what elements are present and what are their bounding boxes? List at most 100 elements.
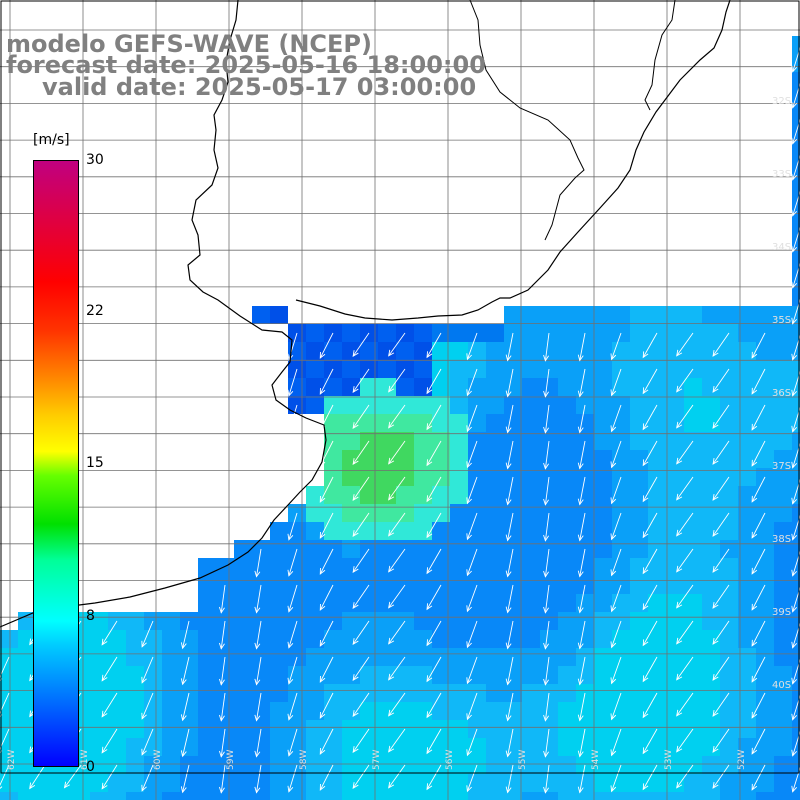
wind-cell: [774, 612, 792, 630]
wind-cell: [774, 540, 792, 558]
wind-cell: [378, 342, 396, 360]
wind-cell: [216, 738, 234, 756]
wind-cell: [648, 666, 666, 684]
wind-cell: [486, 360, 504, 378]
wind-cell: [360, 558, 378, 576]
wind-cell: [792, 324, 800, 342]
wind-arrow-head: [287, 677, 294, 685]
wind-arrow-head: [218, 678, 225, 686]
wind-cell: [792, 558, 800, 576]
wind-arrow: [426, 440, 442, 466]
wind-cell: [684, 774, 702, 792]
wind-cell: [720, 522, 738, 540]
wind-arrow: [751, 440, 766, 467]
wind-cell: [486, 702, 504, 720]
wind-cell: [594, 558, 612, 576]
wind-arrow: [426, 476, 442, 502]
wind-arrow-head: [352, 386, 359, 393]
wind-cell: [648, 702, 666, 720]
wind-cell: [558, 558, 576, 576]
wind-arrow-head: [352, 458, 359, 465]
wind-arrow: [319, 620, 334, 647]
wind-cell: [162, 612, 180, 630]
wind-cell: [0, 792, 18, 800]
wind-arrow: [220, 764, 226, 793]
wind-arrow: [388, 476, 406, 501]
wind-arrow: [256, 656, 262, 685]
wind-cell: [630, 468, 648, 486]
wind-cell: [504, 792, 522, 800]
wind-cell: [378, 612, 396, 630]
wind-cell: [720, 558, 738, 576]
wind-cell: [666, 414, 684, 432]
wind-cell: [432, 738, 450, 756]
wind-arrow: [256, 728, 262, 757]
wind-arrow: [466, 656, 478, 684]
wind-cell: [414, 756, 432, 774]
wind-cell: [144, 792, 162, 800]
wind-arrow: [141, 764, 154, 791]
wind-arrow: [388, 728, 406, 753]
wind-cell: [720, 486, 738, 504]
wind-arrow-head: [180, 786, 187, 794]
wind-cell: [126, 702, 144, 720]
wind-arrow-head: [218, 642, 225, 650]
wind-cell: [684, 306, 702, 324]
wind-cell: [36, 792, 54, 800]
wind-cell: [342, 702, 360, 720]
wind-cell: [792, 108, 800, 126]
wind-cell: [414, 720, 432, 738]
wind-arrow: [426, 656, 442, 682]
wind-cell: [414, 702, 432, 720]
wind-cell: [738, 630, 756, 648]
wind-cell: [702, 396, 720, 414]
wind-cell: [432, 378, 450, 396]
wind-cell: [342, 630, 360, 648]
wind-arrow: [352, 764, 370, 789]
wind-arrow: [611, 620, 622, 648]
wind-cell: [756, 450, 774, 468]
wind-cell: [342, 792, 360, 800]
wind-cell: [450, 558, 468, 576]
wind-arrow-head: [610, 461, 617, 469]
wind-cell: [666, 342, 684, 360]
wind-cell: [432, 702, 450, 720]
wind-arrow: [319, 476, 334, 503]
wind-arrow-head: [642, 423, 649, 431]
wind-arrow-head: [466, 353, 472, 361]
wind-arrow: [751, 476, 766, 503]
wind-cell: [792, 180, 800, 198]
wind-cell: [684, 378, 702, 396]
wind-arrow: [507, 512, 514, 541]
wind-cell: [630, 522, 648, 540]
wind-cell: [270, 576, 288, 594]
wind-arrow-head: [676, 745, 683, 753]
wind-arrow-head: [577, 354, 584, 362]
wind-arrow-head: [254, 714, 261, 722]
wind-cell: [540, 774, 558, 792]
wind-cell: [414, 360, 432, 378]
wind-cell: [414, 450, 432, 468]
wind-cell: [144, 630, 162, 648]
wind-cell: [684, 630, 702, 648]
wind-arrow-head: [642, 351, 649, 359]
wind-arrow: [388, 332, 406, 357]
wind-arrow: [611, 440, 622, 468]
wind-arrow: [288, 584, 298, 612]
wind-cell: [0, 666, 18, 684]
wind-cell: [774, 432, 792, 450]
wind-cell: [18, 648, 36, 666]
wind-arrow: [64, 764, 82, 788]
wind-arrow: [0, 656, 10, 679]
wind-cell: [378, 396, 396, 414]
wind-cell: [414, 504, 432, 522]
wind-cell: [486, 486, 504, 504]
wind-cell: [684, 702, 702, 720]
wind-cell: [216, 702, 234, 720]
wind-cell: [792, 36, 800, 54]
wind-cell: [648, 522, 666, 540]
wind-arrow-head: [791, 569, 798, 577]
wind-cell: [342, 486, 360, 504]
wind-arrow: [288, 764, 298, 792]
wind-arrow-head: [610, 749, 617, 757]
